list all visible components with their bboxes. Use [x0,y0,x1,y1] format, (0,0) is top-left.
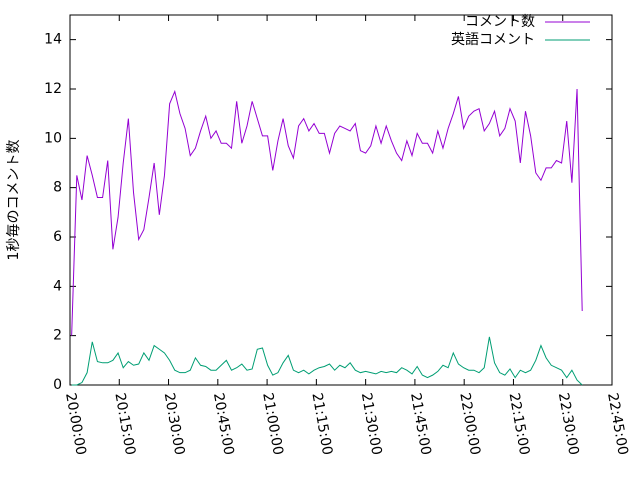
legend-label: 英語コメント [451,31,535,48]
x-tick-label: 22:45:00 [604,392,631,457]
x-tick-label: 21:30:00 [358,392,385,457]
x-tick-label: 20:15:00 [111,392,138,457]
y-tick-label: 2 [53,328,62,344]
y-axis-label: 1秒毎のコメント数 [6,140,22,261]
x-tick-label: 20:45:00 [210,392,237,457]
x-tick-label: 22:00:00 [456,392,483,457]
x-tick-label: 20:00:00 [62,392,89,457]
y-tick-label: 10 [44,130,62,146]
x-tick-label: 20:30:00 [161,392,188,457]
y-tick-label: 6 [53,229,62,245]
x-tick-label: 21:15:00 [308,392,335,457]
series-line [71,88,583,336]
x-tick-label: 22:30:00 [555,392,582,457]
legend-label: コメント数 [465,14,535,30]
y-tick-label: 0 [53,377,62,393]
plot-frame [69,14,613,386]
series-line [71,336,583,386]
y-tick-label: 4 [53,278,62,294]
x-tick-label: 22:15:00 [506,392,533,457]
x-tick-label: 21:45:00 [407,392,434,457]
x-tick-label: 21:00:00 [259,392,286,457]
y-tick-label: 8 [53,180,62,196]
y-tick-label: 14 [44,32,62,48]
y-tick-label: 12 [44,81,62,97]
